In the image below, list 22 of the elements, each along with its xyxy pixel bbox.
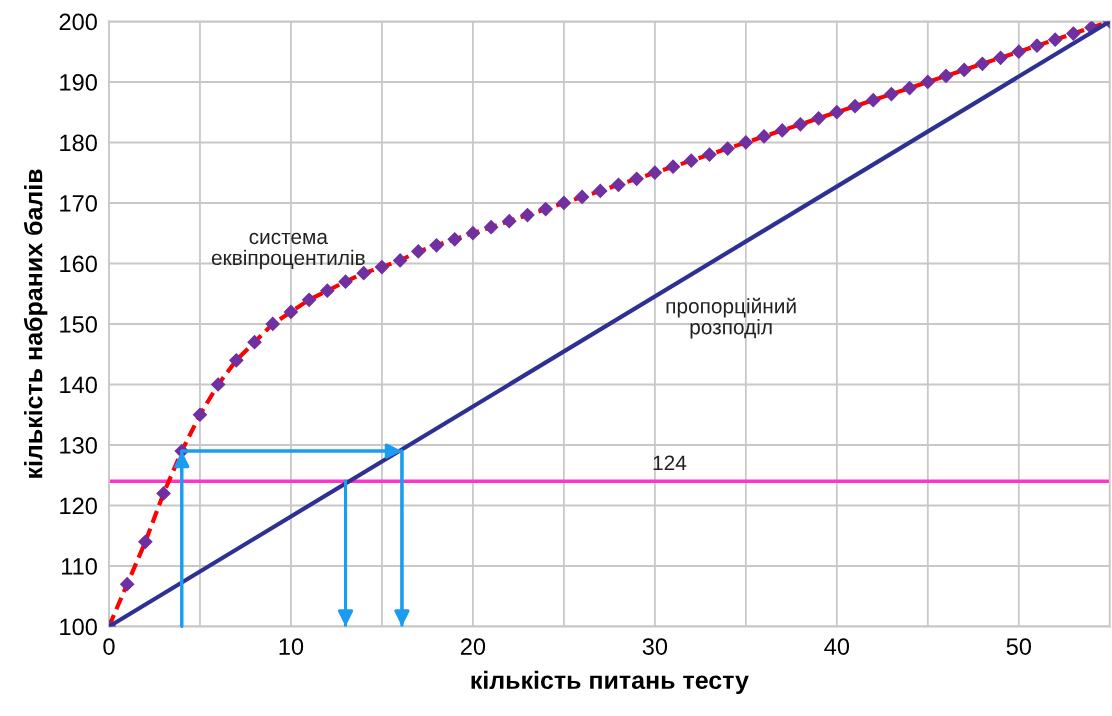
y-tick-label: 110 (62, 558, 97, 575)
y-tick-label: 150 (60, 316, 97, 333)
x-tick-label: 30 (642, 638, 668, 655)
y-tick-label: 180 (60, 134, 97, 152)
x-tick-label: 0 (103, 638, 115, 655)
y-tick-label: 160 (60, 255, 97, 273)
y-axis-title: кількість набраних балів (23, 169, 48, 478)
y-tick-label: 190 (60, 74, 97, 91)
y-tick-label: 120 (60, 497, 97, 515)
series-label: пропорційний розподіл (666, 297, 796, 339)
y-tick-label: 200 (59, 13, 97, 31)
y-tick-label: 100 (60, 618, 97, 636)
series-label: система еквіпроцентилів (211, 232, 365, 270)
ref-line-label: 124 (653, 455, 687, 471)
y-tick-label: 140 (60, 376, 97, 394)
x-tick-label: 40 (824, 638, 850, 655)
x-tick-label: 50 (1006, 638, 1031, 655)
x-axis-title: кількість питань тесту (471, 670, 749, 695)
y-tick-label: 130 (60, 437, 97, 454)
y-tick-label: 170 (60, 195, 97, 212)
x-tick-label: 20 (460, 638, 486, 655)
x-tick-label: 10 (279, 638, 304, 655)
